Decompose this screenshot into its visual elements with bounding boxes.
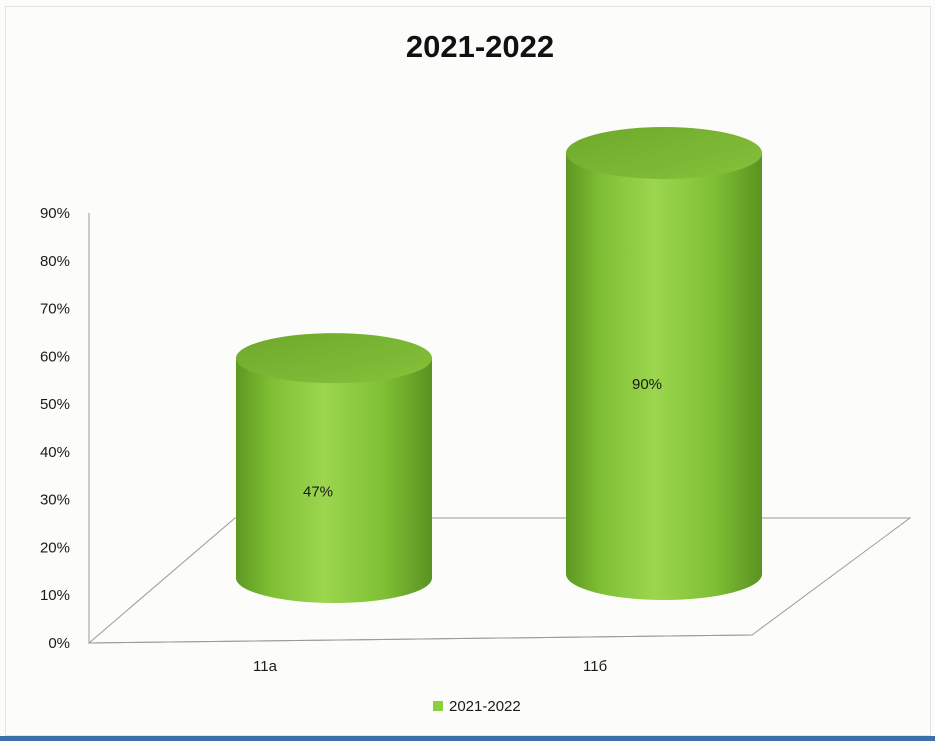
- front-baseline: [88, 634, 753, 644]
- category-labels: 11a 11б: [253, 658, 607, 675]
- y-tick-label: 60%: [40, 348, 70, 365]
- cylinder-body: [236, 358, 432, 603]
- bars-group: 47% 90%: [236, 127, 762, 603]
- floor-plane: [87, 517, 912, 644]
- y-tick-label: 80%: [40, 253, 70, 270]
- y-tick-label: 30%: [40, 492, 70, 509]
- y-tick-label: 10%: [40, 587, 70, 604]
- category-label: 11б: [583, 658, 607, 675]
- category-label: 11a: [253, 658, 278, 675]
- y-tick-label: 90%: [40, 205, 70, 222]
- y-tick-label: 40%: [40, 444, 70, 461]
- y-tick-label: 50%: [40, 396, 70, 413]
- chart-frame: [5, 6, 931, 736]
- cylinder-body: [566, 153, 762, 600]
- data-label: 90%: [632, 376, 662, 393]
- bar-11a: 47%: [236, 333, 432, 603]
- chart-title: 2021-2022: [406, 29, 554, 64]
- legend-swatch: [433, 701, 443, 711]
- cylinder-top: [566, 127, 762, 179]
- data-label: 47%: [303, 484, 333, 501]
- legend: 2021-2022: [433, 698, 521, 715]
- bar-11б: 90%: [566, 127, 762, 600]
- y-axis-ticks: 0% 10% 20% 30% 40% 50% 60% 70% 80% 90%: [40, 205, 70, 652]
- chart-floor: [87, 213, 912, 644]
- y-tick-label: 20%: [40, 539, 70, 556]
- y-tick-label: 70%: [40, 301, 70, 318]
- cylinder-top: [236, 333, 432, 384]
- y-tick-label: 0%: [48, 635, 70, 652]
- legend-label: 2021-2022: [449, 698, 521, 715]
- bottom-border-strip: [0, 736, 935, 741]
